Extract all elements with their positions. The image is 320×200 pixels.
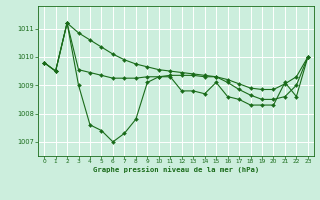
X-axis label: Graphe pression niveau de la mer (hPa): Graphe pression niveau de la mer (hPa) xyxy=(93,167,259,173)
